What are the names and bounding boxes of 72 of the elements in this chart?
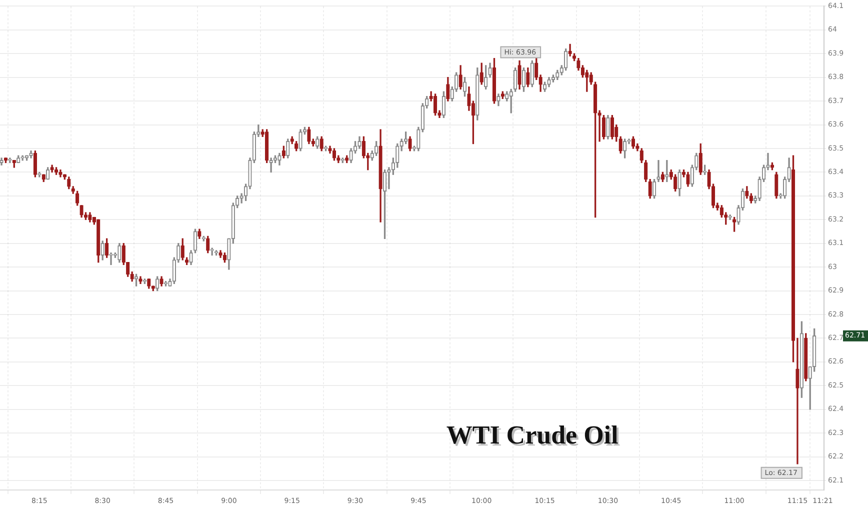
candlestick [286, 138, 290, 158]
candlestick [198, 228, 202, 239]
candlestick [8, 158, 12, 164]
candlestick [800, 321, 804, 398]
candlestick [530, 60, 534, 88]
candlestick [606, 114, 610, 140]
candlestick [442, 91, 446, 118]
candlestick [206, 236, 210, 254]
candlestick [349, 148, 353, 164]
text: WTI Crude Oil [448, 422, 620, 452]
candlestick [160, 276, 164, 286]
candlestick [180, 238, 184, 260]
candlestick [610, 114, 614, 140]
candlestick [382, 170, 387, 239]
candlestick [492, 58, 496, 104]
candlestick [278, 152, 282, 166]
candlestick [378, 129, 382, 222]
candlestick [282, 146, 286, 158]
candlestick [96, 219, 100, 263]
candlestick [576, 58, 580, 71]
candlestick [320, 136, 324, 152]
candlestick [80, 205, 84, 218]
candlestick [328, 146, 332, 154]
candlestick [408, 136, 412, 152]
candlestick [29, 150, 33, 158]
candlestick [307, 126, 311, 144]
candlestick [526, 68, 530, 88]
candlestick [618, 136, 622, 154]
candlestick [16, 155, 20, 164]
candlestick [58, 170, 62, 178]
candlestick [774, 172, 778, 199]
candlestick [674, 174, 678, 192]
candlestick [745, 186, 749, 199]
candlestick [104, 238, 109, 258]
candlestick [804, 333, 808, 382]
candlestick [109, 252, 113, 266]
candlestick [669, 170, 673, 180]
candlestick [33, 150, 38, 178]
candlestick [678, 170, 682, 196]
candlestick [20, 155, 24, 161]
candlestick [476, 68, 480, 120]
candlestick [332, 148, 336, 161]
candlestick [218, 250, 222, 258]
candlestick [728, 214, 732, 220]
candlestick [298, 129, 302, 152]
candlestick [698, 143, 702, 175]
candlestick [210, 248, 214, 256]
candlestick [631, 136, 636, 149]
candlestick [686, 172, 690, 187]
candlestick [147, 278, 151, 289]
candlestick [324, 146, 328, 152]
candlestick [547, 77, 551, 88]
candlestick [316, 136, 320, 149]
candlestick [50, 164, 54, 173]
candlestick [265, 129, 269, 164]
candlestick [67, 176, 71, 190]
candlestick [100, 240, 104, 260]
candlestick [134, 274, 138, 286]
candlestick [222, 252, 227, 263]
candlestick [138, 276, 142, 284]
candlestick [496, 94, 500, 106]
candlestick [0, 158, 4, 166]
candlestick [505, 91, 509, 102]
candlestick [118, 243, 122, 263]
candlestick [358, 136, 362, 149]
candlestick [568, 44, 572, 56]
candlestick [518, 60, 522, 90]
candlestick [88, 212, 92, 222]
candlestick [269, 158, 273, 173]
candlestick [458, 65, 462, 90]
candlestick [433, 94, 438, 116]
candlestick [446, 77, 450, 102]
